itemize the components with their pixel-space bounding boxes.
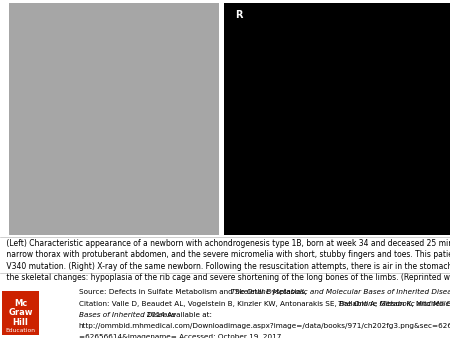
Text: R: R xyxy=(235,10,243,20)
Text: http://ommbid.mhmedical.com/Downloadimage.aspx?image=/data/books/971/ch202fg3.pn: http://ommbid.mhmedical.com/Downloadimag… xyxy=(79,323,450,329)
Text: The Online Metabolic and Molecular: The Online Metabolic and Molecular xyxy=(338,300,450,307)
Text: Source: Defects in Sulfate Metabolism and Skeletal Dysplasias,: Source: Defects in Sulfate Metabolism an… xyxy=(79,289,309,295)
Text: . 2014 Available at:: . 2014 Available at: xyxy=(142,312,212,318)
Text: (Left) Characteristic appearance of a newborn with achondrogenesis type 1B, born: (Left) Characteristic appearance of a ne… xyxy=(4,239,450,282)
Text: =62656614&imagename= Accessed: October 19, 2017: =62656614&imagename= Accessed: October 1… xyxy=(79,334,281,338)
Text: Mc: Mc xyxy=(14,299,27,309)
Text: Hill: Hill xyxy=(13,318,28,327)
Text: Graw: Graw xyxy=(8,308,33,317)
Bar xyxy=(2,291,39,335)
Text: Bases of Inherited Disease: Bases of Inherited Disease xyxy=(79,312,176,318)
Text: Citation: Valle D, Beaudet AL, Vogelstein B, Kinzler KW, Antonarakis SE, Ballabi: Citation: Valle D, Beaudet AL, Vogelstei… xyxy=(79,300,450,307)
Text: Education: Education xyxy=(5,328,36,333)
Text: The Online Metabolic and Molecular Bases of Inherited Disease: The Online Metabolic and Molecular Bases… xyxy=(231,289,450,295)
